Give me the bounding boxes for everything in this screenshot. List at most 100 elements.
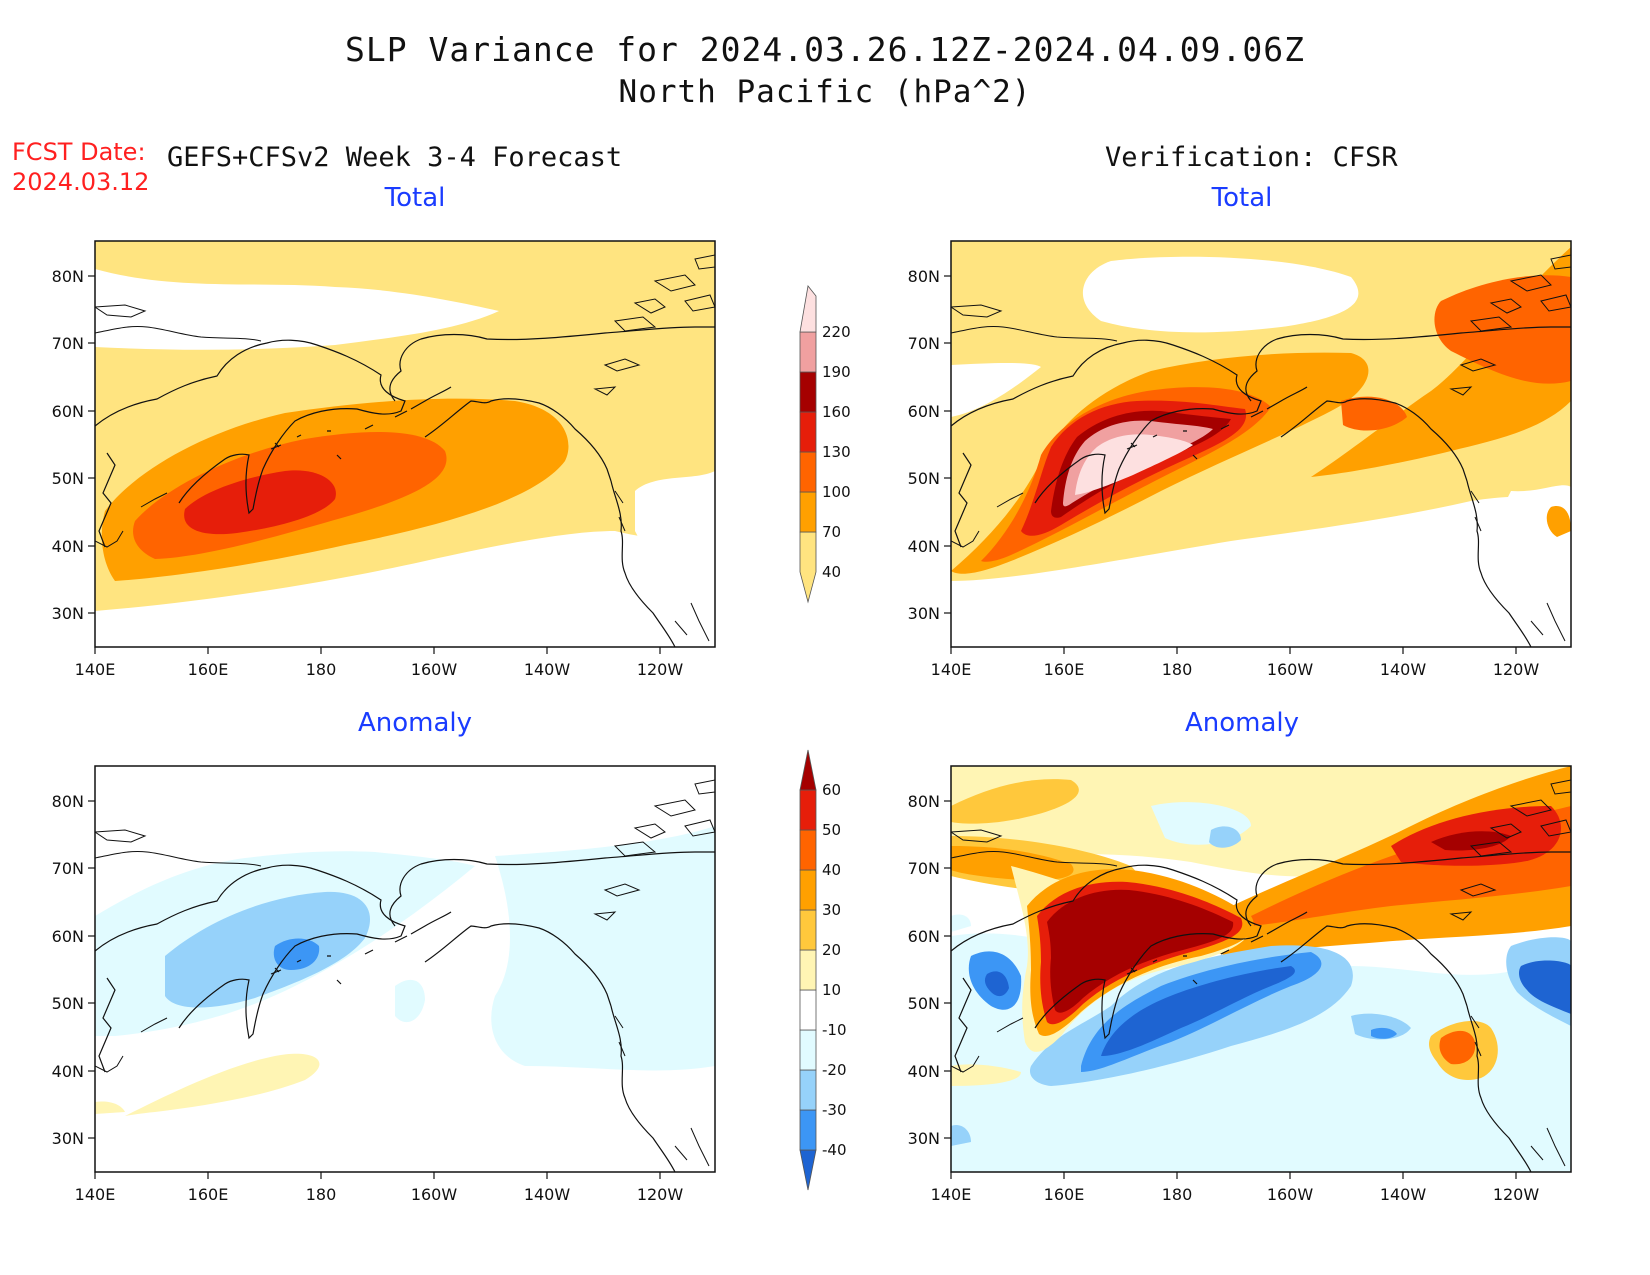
fcst-date-label: FCST Date:	[12, 138, 146, 166]
lon-tick-label: 160W	[1267, 660, 1314, 679]
lon-tick-label: 120W	[1493, 1185, 1540, 1204]
lat-tick-label: 60N	[908, 927, 940, 946]
colorbar-label: 130	[822, 443, 851, 461]
colorbar-label: 220	[822, 323, 851, 341]
colorbar-swatch	[799, 829, 817, 871]
lat-tick-label: 30N	[908, 604, 940, 623]
lon-tick-label: 140W	[524, 1185, 571, 1204]
colorbar-anomaly: -40 -30 -20 -10 10 20 30 40 50 60	[799, 749, 847, 1191]
lon-tick-label: 120W	[637, 1185, 684, 1204]
colorbar-swatch	[799, 869, 817, 911]
verification-heading: Verification: CFSR	[1105, 142, 1398, 173]
lon-tick-label: 160W	[411, 660, 458, 679]
lon-tick-label: 180	[1162, 1185, 1193, 1204]
lon-tick-label: 140E	[931, 660, 972, 679]
colorbar-label: 40	[822, 563, 841, 581]
colorbar-swatch	[799, 331, 817, 373]
colorbar-label: 30	[822, 901, 841, 919]
map-panel-fcst-anomaly	[94, 765, 716, 1173]
lon-tick-label: 140W	[524, 660, 571, 679]
map-panel-fcst-total	[94, 240, 716, 648]
colorbar-swatch	[799, 491, 817, 533]
lon-tick-label: 180	[306, 660, 337, 679]
lat-tick-label: 70N	[908, 334, 940, 353]
colorbar-swatch	[799, 451, 817, 493]
map-panel-verif-anomaly	[950, 765, 1572, 1173]
lat-tick-label: 80N	[52, 792, 84, 811]
colorbar-swatch	[799, 1069, 817, 1111]
lat-tick-label: 40N	[52, 1062, 84, 1081]
lat-tick-label: 30N	[52, 1129, 84, 1148]
colorbar-swatch	[799, 531, 817, 604]
colorbar-total: 40 70 100 130 160 190 220	[799, 285, 851, 604]
lat-tick-label: 60N	[52, 927, 84, 946]
lat-tick-label: 70N	[52, 859, 84, 878]
colorbar-swatch	[799, 749, 817, 791]
lat-tick-label: 30N	[908, 1129, 940, 1148]
axis-labels: 140E 160E 180 160W 140W 120W 80N 70N 60N 50N 40N 30…	[52, 267, 1540, 1204]
lon-tick-label: 140E	[75, 1185, 116, 1204]
lat-tick-label: 70N	[52, 334, 84, 353]
lon-tick-label: 120W	[1493, 660, 1540, 679]
lat-tick-label: 60N	[52, 402, 84, 421]
lon-tick-label: 160E	[188, 1185, 229, 1204]
panel-title-verif-anomaly: Anomaly	[1184, 708, 1300, 738]
panel-title-fcst-total: Total	[384, 183, 446, 213]
lat-tick-label: 60N	[908, 402, 940, 421]
colorbar-swatch	[799, 789, 817, 831]
colorbar-label: 40	[822, 861, 841, 879]
colorbar-swatch	[799, 949, 817, 991]
map-panel-verif-total	[950, 240, 1572, 648]
lon-tick-label: 180	[306, 1185, 337, 1204]
lat-tick-label: 40N	[908, 537, 940, 556]
colorbar-swatch	[799, 1149, 817, 1191]
panel-title-verif-total: Total	[1211, 183, 1273, 213]
colorbar-swatch	[799, 371, 817, 413]
colorbar-label: 20	[822, 941, 841, 959]
lat-tick-label: 80N	[52, 267, 84, 286]
colorbar-label: 100	[822, 483, 851, 501]
lat-tick-label: 70N	[908, 859, 940, 878]
lat-tick-label: 30N	[52, 604, 84, 623]
colorbar-label: -30	[822, 1101, 847, 1119]
lon-tick-label: 140W	[1380, 1185, 1427, 1204]
colorbar-label: 70	[822, 523, 841, 541]
lon-tick-label: 160W	[411, 1185, 458, 1204]
colorbar-label: 60	[822, 781, 841, 799]
lon-tick-label: 160E	[1044, 660, 1085, 679]
colorbar-swatch	[799, 1109, 817, 1151]
lon-tick-label: 140E	[75, 660, 116, 679]
lat-tick-label: 80N	[908, 267, 940, 286]
colorbar-swatch	[799, 1029, 817, 1071]
lat-tick-label: 80N	[908, 792, 940, 811]
colorbar-swatch	[799, 285, 817, 333]
colorbar-swatch	[799, 909, 817, 951]
lon-tick-label: 160E	[188, 660, 229, 679]
panel-title-fcst-anomaly: Anomaly	[357, 708, 473, 738]
main-subtitle: North Pacific (hPa^2)	[618, 74, 1032, 110]
main-title: SLP Variance for 2024.03.26.12Z-2024.04.…	[345, 30, 1305, 69]
colorbar-swatch	[799, 989, 817, 1031]
lon-tick-label: 160W	[1267, 1185, 1314, 1204]
colorbar-label: 160	[822, 403, 851, 421]
lon-tick-label: 140E	[931, 1185, 972, 1204]
fcst-date-value: 2024.03.12	[12, 168, 150, 196]
colorbar-label: -40	[822, 1141, 847, 1159]
colorbar-label: 190	[822, 363, 851, 381]
lat-tick-label: 40N	[908, 1062, 940, 1081]
lon-tick-label: 180	[1162, 660, 1193, 679]
lat-tick-label: 40N	[52, 537, 84, 556]
colorbar-label: 10	[822, 981, 841, 999]
lon-tick-label: 160E	[1044, 1185, 1085, 1204]
colorbar-label: -20	[822, 1061, 847, 1079]
lon-tick-label: 140W	[1380, 660, 1427, 679]
lat-tick-label: 50N	[52, 469, 84, 488]
lat-tick-label: 50N	[52, 994, 84, 1013]
colorbar-label: -10	[822, 1021, 847, 1039]
lat-tick-label: 50N	[908, 469, 940, 488]
colorbar-swatch	[799, 411, 817, 453]
lon-tick-label: 120W	[637, 660, 684, 679]
lat-tick-label: 50N	[908, 994, 940, 1013]
forecast-heading: GEFS+CFSv2 Week 3-4 Forecast	[167, 142, 623, 173]
